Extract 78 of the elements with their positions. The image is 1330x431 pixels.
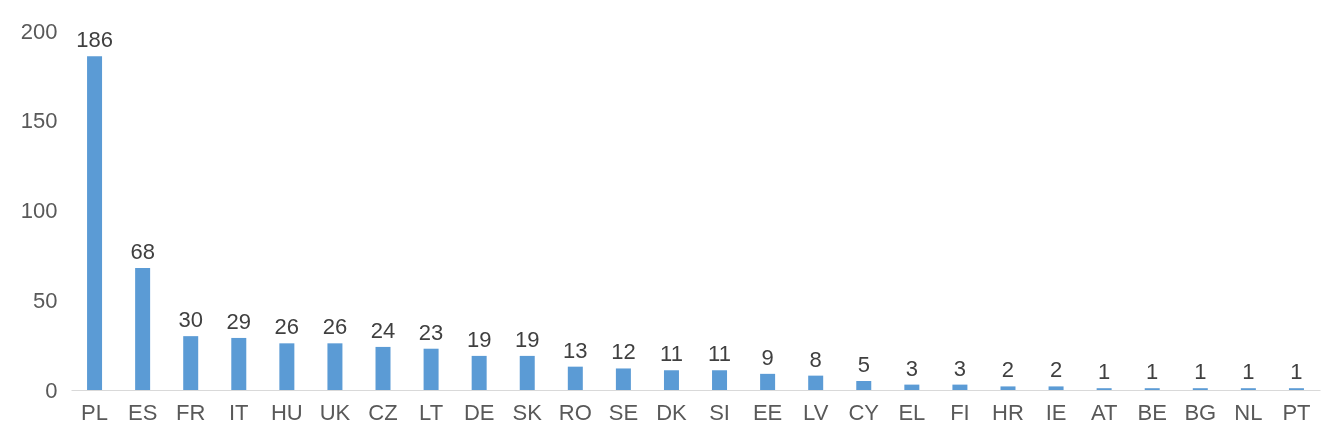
data-label: 1 [1242, 359, 1255, 385]
bar [423, 348, 439, 390]
data-label: 30 [178, 307, 203, 333]
data-label: 26 [274, 314, 300, 340]
x-tick-label: PT [1282, 399, 1311, 425]
bar [952, 384, 968, 390]
x-tick-label: FI [950, 399, 970, 425]
y-tick-label: 100 [20, 198, 58, 223]
data-label: 11 [708, 341, 731, 367]
x-tick-label: DK [656, 399, 688, 425]
x-tick-label: LT [419, 399, 444, 425]
bar [1048, 386, 1064, 390]
data-label: 19 [466, 326, 492, 352]
data-label: 1 [1290, 359, 1303, 385]
bar [1000, 386, 1016, 390]
bar [375, 346, 391, 390]
x-tick-label: BG [1184, 399, 1217, 425]
x-tick-label: AT [1090, 399, 1118, 425]
bar [567, 366, 583, 390]
x-tick-label: HR [992, 399, 1024, 425]
data-label: 186 [76, 27, 113, 53]
x-tick-label: EE [752, 399, 783, 425]
data-label: 1 [1098, 359, 1111, 385]
bar [760, 373, 776, 390]
x-tick-label: SK [512, 399, 543, 425]
data-label: 1 [1194, 359, 1207, 385]
data-label: 29 [226, 308, 252, 334]
x-tick-label: BE [1137, 399, 1167, 425]
bar [615, 368, 631, 390]
bar [183, 336, 199, 390]
data-label: 12 [611, 339, 636, 365]
bar [279, 343, 295, 390]
data-label: 26 [322, 314, 348, 340]
x-tick-label: SI [709, 399, 730, 425]
data-label: 3 [905, 355, 918, 381]
data-label: 2 [1049, 357, 1063, 383]
data-label: 23 [418, 319, 444, 345]
data-label: 19 [514, 326, 540, 352]
x-tick-label: CY [848, 399, 880, 425]
bar [808, 375, 824, 390]
y-tick-label: 150 [20, 108, 58, 134]
x-tick-label: HU [270, 399, 303, 425]
bar [87, 56, 103, 390]
data-label: 5 [857, 352, 870, 378]
bar [519, 355, 535, 390]
bar [856, 381, 872, 390]
x-tick-label: DE [463, 399, 495, 425]
x-tick-label: NL [1234, 399, 1263, 425]
data-label: 2 [1001, 357, 1015, 383]
x-tick-label: CZ [368, 399, 398, 425]
bar [904, 384, 920, 390]
bar [327, 343, 343, 390]
x-tick-label: LV [803, 399, 829, 425]
x-tick-label: EL [898, 399, 926, 425]
x-tick-label: IE [1045, 399, 1067, 425]
data-label: 1 [1146, 359, 1159, 385]
data-label: 13 [563, 337, 588, 363]
x-tick-label: RO [558, 399, 592, 425]
data-label: 9 [761, 344, 774, 370]
bar [135, 267, 151, 390]
y-tick-label: 50 [33, 287, 58, 313]
bar [663, 370, 679, 390]
y-tick-label: 200 [20, 18, 58, 44]
data-label: 24 [370, 317, 396, 343]
bar [471, 355, 487, 390]
data-label: 11 [660, 341, 683, 367]
x-tick-label: IT [229, 399, 249, 425]
x-tick-label: FR [176, 399, 206, 425]
bar [712, 370, 728, 390]
bar [231, 337, 247, 390]
x-tick-label: ES [127, 399, 158, 425]
data-label: 8 [809, 346, 822, 372]
x-tick-label: UK [319, 399, 351, 425]
data-label: 68 [130, 238, 155, 264]
data-label: 3 [953, 355, 967, 381]
x-tick-label: SE [608, 399, 639, 425]
x-tick-label: PL [81, 399, 109, 425]
y-tick-label: 0 [45, 377, 58, 403]
